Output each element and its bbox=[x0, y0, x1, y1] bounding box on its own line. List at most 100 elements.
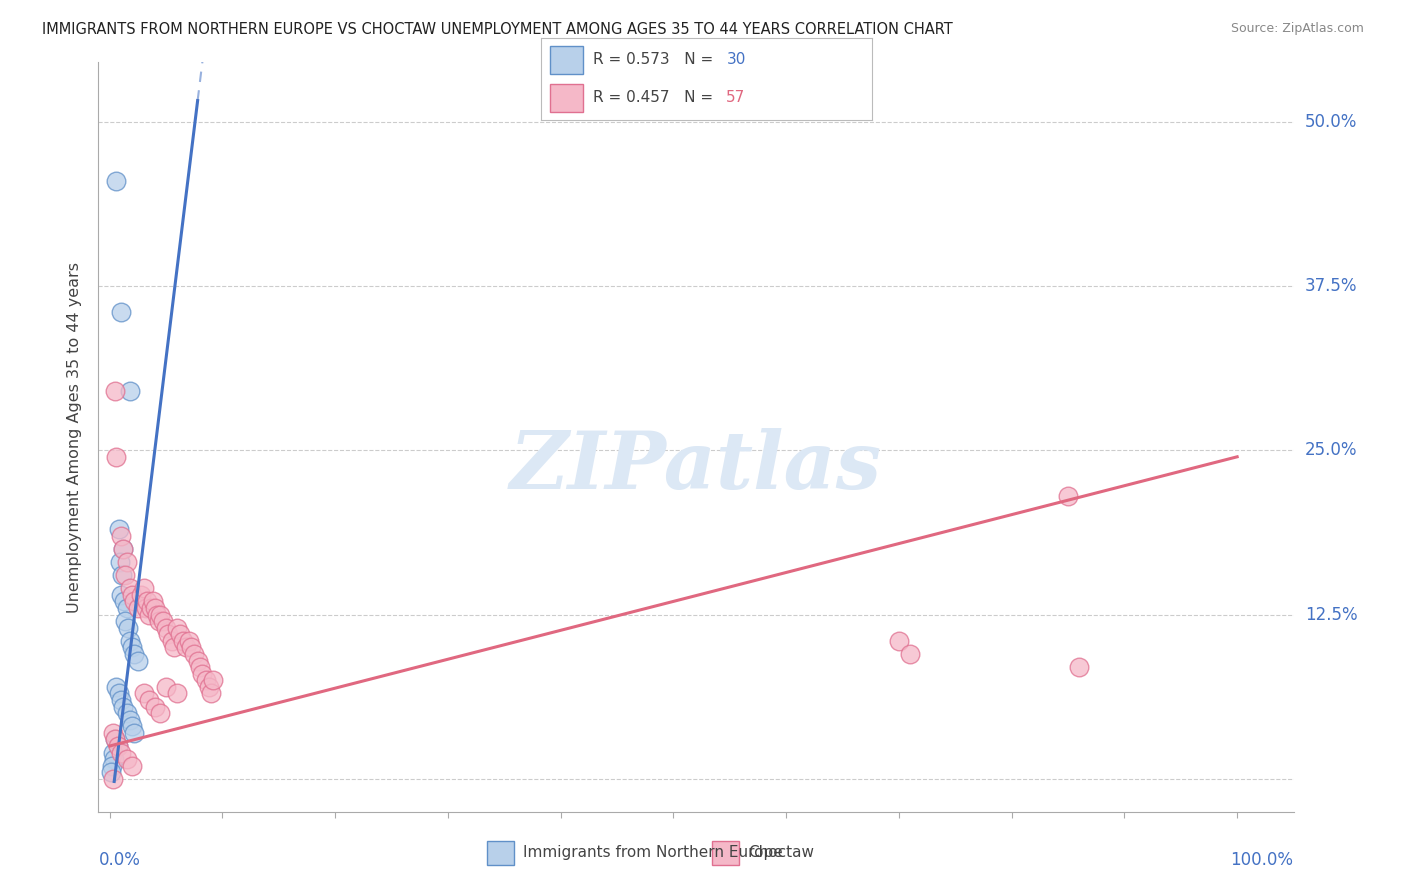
Text: 50.0%: 50.0% bbox=[1305, 112, 1357, 130]
Point bbox=[163, 640, 186, 655]
Point bbox=[188, 660, 211, 674]
Point bbox=[124, 726, 146, 740]
Point bbox=[101, 772, 124, 786]
Point bbox=[110, 693, 132, 707]
Point bbox=[115, 752, 138, 766]
Point bbox=[180, 640, 202, 655]
Point bbox=[112, 594, 135, 608]
Point bbox=[105, 450, 128, 464]
Text: 0.0%: 0.0% bbox=[98, 851, 141, 869]
Point bbox=[115, 706, 138, 720]
Point bbox=[115, 601, 138, 615]
Bar bbox=[550, 45, 582, 74]
Point bbox=[183, 647, 205, 661]
Point bbox=[132, 686, 155, 700]
Text: 30: 30 bbox=[727, 52, 745, 67]
Point bbox=[114, 568, 136, 582]
Point bbox=[143, 699, 166, 714]
Point bbox=[108, 555, 131, 569]
Point bbox=[127, 654, 149, 668]
Point bbox=[166, 686, 188, 700]
Point bbox=[118, 384, 141, 398]
Point bbox=[105, 680, 128, 694]
Point bbox=[177, 633, 200, 648]
Point bbox=[194, 673, 217, 688]
Text: ZIPatlas: ZIPatlas bbox=[510, 428, 882, 506]
Point bbox=[117, 621, 139, 635]
Point bbox=[149, 706, 172, 720]
Bar bbox=[486, 841, 515, 864]
Point bbox=[103, 752, 125, 766]
Point bbox=[148, 614, 170, 628]
Point bbox=[121, 588, 143, 602]
Point bbox=[157, 627, 180, 641]
Point bbox=[118, 713, 141, 727]
Point bbox=[112, 541, 135, 556]
Point bbox=[121, 640, 143, 655]
Point bbox=[1057, 489, 1080, 503]
Point bbox=[121, 758, 143, 772]
Point bbox=[112, 699, 135, 714]
Point bbox=[100, 765, 122, 780]
Point bbox=[118, 633, 141, 648]
Point bbox=[155, 621, 177, 635]
Point bbox=[138, 693, 160, 707]
Text: Source: ZipAtlas.com: Source: ZipAtlas.com bbox=[1230, 22, 1364, 36]
Point bbox=[176, 640, 198, 655]
Point bbox=[101, 746, 124, 760]
Y-axis label: Unemployment Among Ages 35 to 44 years: Unemployment Among Ages 35 to 44 years bbox=[67, 261, 83, 613]
Point bbox=[198, 680, 221, 694]
Text: 25.0%: 25.0% bbox=[1305, 442, 1357, 459]
Point bbox=[101, 758, 124, 772]
Text: R = 0.457   N =: R = 0.457 N = bbox=[592, 90, 717, 105]
Point bbox=[132, 581, 155, 595]
Point bbox=[104, 732, 127, 747]
Point bbox=[107, 522, 129, 536]
Text: 100.0%: 100.0% bbox=[1230, 851, 1294, 869]
Point bbox=[146, 607, 169, 622]
Text: 37.5%: 37.5% bbox=[1305, 277, 1357, 295]
Point bbox=[114, 614, 136, 628]
Point bbox=[104, 732, 127, 747]
Point bbox=[111, 568, 134, 582]
Bar bbox=[711, 841, 740, 864]
Point bbox=[127, 601, 149, 615]
Point bbox=[107, 686, 129, 700]
Point bbox=[172, 633, 194, 648]
Point bbox=[202, 673, 225, 688]
Point bbox=[155, 680, 177, 694]
Point bbox=[200, 686, 222, 700]
Point bbox=[1069, 660, 1091, 674]
Point bbox=[187, 654, 209, 668]
Point bbox=[143, 601, 166, 615]
Point bbox=[887, 633, 910, 648]
Point bbox=[105, 174, 128, 188]
Point bbox=[152, 614, 174, 628]
Point bbox=[898, 647, 921, 661]
Point bbox=[135, 601, 157, 615]
Point bbox=[112, 541, 135, 556]
Point bbox=[118, 581, 141, 595]
Text: IMMIGRANTS FROM NORTHERN EUROPE VS CHOCTAW UNEMPLOYMENT AMONG AGES 35 TO 44 YEAR: IMMIGRANTS FROM NORTHERN EUROPE VS CHOCT… bbox=[42, 22, 953, 37]
Text: R = 0.573   N =: R = 0.573 N = bbox=[592, 52, 717, 67]
Text: 12.5%: 12.5% bbox=[1305, 606, 1357, 624]
Point bbox=[124, 594, 146, 608]
Point bbox=[110, 588, 132, 602]
Point bbox=[124, 647, 146, 661]
Point bbox=[110, 746, 132, 760]
Point bbox=[129, 588, 152, 602]
Point bbox=[121, 719, 143, 733]
Point bbox=[141, 594, 163, 608]
Point bbox=[115, 555, 138, 569]
Point bbox=[138, 607, 160, 622]
Bar bbox=[550, 85, 582, 112]
Point bbox=[101, 726, 124, 740]
Point bbox=[107, 739, 129, 753]
Text: 57: 57 bbox=[727, 90, 745, 105]
Point bbox=[135, 594, 157, 608]
Text: Immigrants from Northern Europe: Immigrants from Northern Europe bbox=[523, 846, 783, 860]
Point bbox=[110, 305, 132, 319]
Point bbox=[149, 607, 172, 622]
Point bbox=[104, 384, 127, 398]
Point bbox=[160, 633, 183, 648]
